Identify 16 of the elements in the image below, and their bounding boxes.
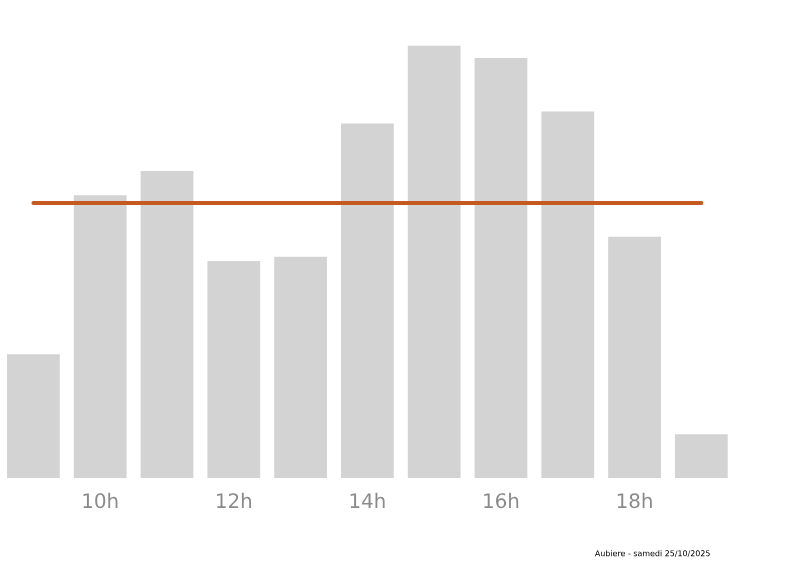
x-tick-label: 14h: [350, 493, 385, 509]
x-tick-label: 18h: [617, 493, 652, 509]
bar: [407, 46, 461, 479]
bar: [140, 171, 194, 479]
bar: [608, 237, 661, 479]
bar: [541, 111, 595, 479]
x-tick-label: 10h: [83, 493, 118, 509]
bar: [674, 434, 728, 479]
bar: [73, 195, 127, 479]
bar: [474, 58, 528, 479]
x-tick-label: 16h: [484, 493, 519, 509]
bar: [7, 354, 60, 479]
bar: [207, 261, 261, 479]
x-tick-label: 12h: [217, 493, 251, 509]
bar: [340, 123, 394, 479]
bar: [274, 256, 327, 479]
